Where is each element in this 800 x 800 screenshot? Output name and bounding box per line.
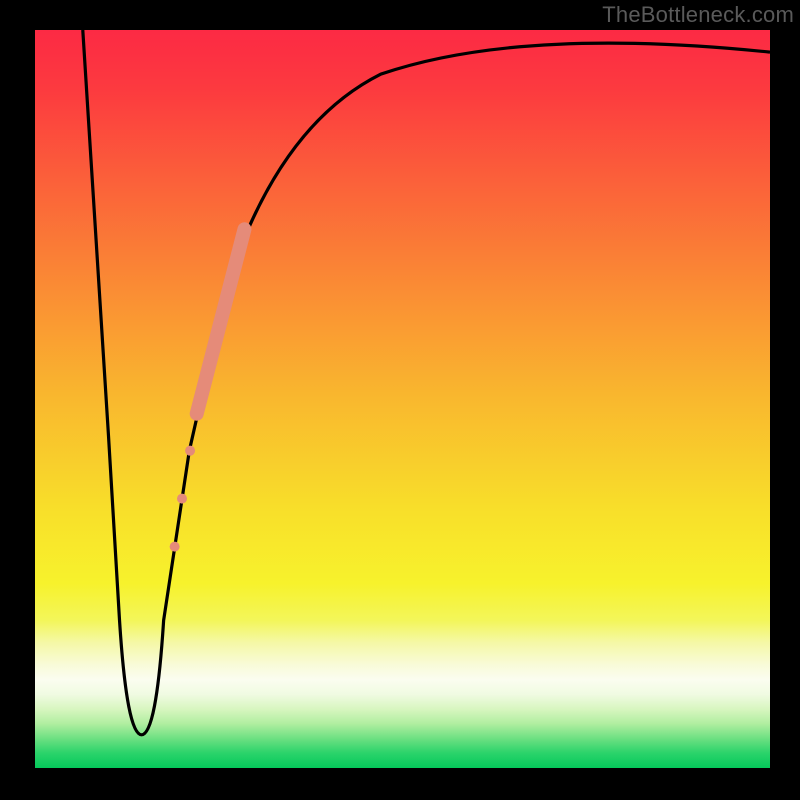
highlight-dot [185,446,195,456]
watermark-text: TheBottleneck.com [602,2,794,28]
highlight-dot [177,494,187,504]
figure: TheBottleneck.com [0,0,800,800]
chart-svg [0,0,800,800]
highlight-dot [170,542,180,552]
plot-area [35,30,770,768]
